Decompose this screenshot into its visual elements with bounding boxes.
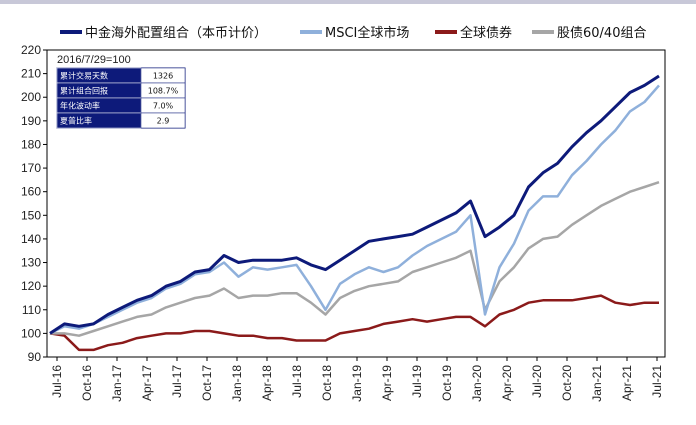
stats-value: 2.9 (157, 117, 170, 126)
stats-label: 累计组合回报 (60, 86, 108, 96)
top-edge-strip (0, 0, 696, 4)
y-tick-label: 110 (22, 303, 41, 317)
stats-table: 累计交易天数 1326 累计组合回报 108.7% 年化波动率 7.0% 夏普比率 2.9 (56, 67, 186, 129)
stats-value: 108.7% (148, 87, 179, 96)
y-tick-label: 150 (21, 208, 41, 222)
x-tick-label: Jan-17 (110, 365, 124, 402)
y-tick-label: 130 (21, 256, 41, 270)
plot-frame (46, 49, 666, 358)
y-tick-label: 100 (21, 326, 41, 340)
y-tick-label: 90 (28, 350, 42, 364)
base-date-annotation: 2016/7/29=100 (57, 54, 131, 66)
x-tick-label: Jan-20 (470, 365, 484, 402)
x-tick-label: Apr-18 (260, 365, 274, 401)
x-tick-label: Apr-21 (620, 365, 634, 401)
stats-value: 7.0% (153, 102, 174, 111)
x-tick-label: Jan-18 (230, 365, 244, 402)
x-tick-label: Jul-20 (530, 365, 544, 398)
x-tick-label: Jul-21 (650, 365, 664, 398)
x-tick-label: Apr-19 (380, 365, 394, 401)
stats-label: 夏普比率 (60, 116, 92, 126)
x-tick-label: Jul-17 (170, 365, 184, 398)
legend-label: 股债60/40组合 (557, 26, 646, 41)
series-line-0 (49, 74, 660, 335)
stats-label: 年化波动率 (60, 101, 100, 111)
x-tick-label: Oct-16 (80, 365, 94, 401)
y-tick-label: 120 (21, 279, 41, 293)
legend-label: MSCI全球市场 (325, 25, 409, 41)
x-tick-label: Jul-18 (290, 365, 304, 398)
x-axis: Jul-16 Oct-16 Jan-17 Apr-17 Jul-17 Oct-17 Jan-… (50, 357, 664, 402)
series-lines (49, 74, 660, 352)
y-tick-label: 200 (21, 90, 41, 104)
x-tick-label: Apr-20 (500, 365, 514, 401)
x-tick-label: Jan-21 (590, 365, 604, 402)
stats-label: 累计交易天数 (60, 71, 108, 81)
series-line-3 (50, 181, 660, 337)
stats-value-cell (140, 112, 186, 129)
legend: 中金海外配置组合（本币计价） MSCI全球市场 全球债券 股债60/40组合 (60, 25, 646, 41)
y-tick-label: 180 (21, 137, 41, 151)
x-tick-label: Jul-19 (410, 365, 424, 398)
x-tick-label: Oct-20 (560, 365, 574, 401)
series-line-1 (49, 84, 660, 335)
y-tick-label: 190 (21, 114, 41, 128)
stats-value: 1326 (153, 72, 173, 81)
x-tick-label: Oct-17 (200, 365, 214, 401)
y-tick-label: 160 (21, 185, 41, 199)
series-line-2 (49, 294, 659, 352)
x-tick-label: Oct-19 (440, 365, 454, 401)
y-tick-label: 170 (21, 161, 41, 175)
y-tick-label: 140 (21, 232, 41, 246)
x-tick-label: Jul-16 (50, 365, 64, 398)
x-tick-label: Oct-18 (320, 365, 334, 401)
legend-label: 中金海外配置组合（本币计价） (85, 25, 267, 41)
y-tick-label: 210 (21, 67, 41, 81)
y-tick-label: 220 (21, 43, 41, 57)
y-axis: 90 100 110 120 130 140 150 160 170 180 190 200 210 22… (21, 43, 47, 364)
x-tick-label: Jan-19 (350, 365, 364, 402)
legend-label: 全球债券 (460, 25, 512, 41)
x-tick-label: Apr-17 (140, 365, 154, 401)
